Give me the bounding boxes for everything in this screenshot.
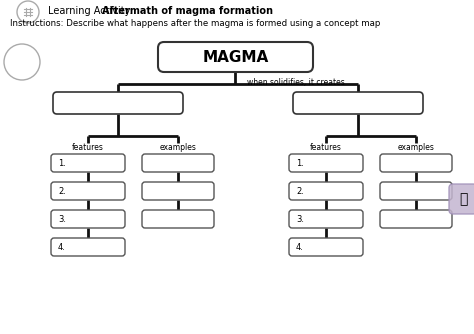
FancyBboxPatch shape: [289, 182, 363, 200]
FancyBboxPatch shape: [51, 182, 125, 200]
Text: 1.: 1.: [296, 159, 304, 167]
FancyBboxPatch shape: [289, 238, 363, 256]
FancyBboxPatch shape: [449, 184, 474, 214]
FancyBboxPatch shape: [142, 182, 214, 200]
Text: examples: examples: [398, 144, 435, 153]
Text: examples: examples: [160, 144, 196, 153]
Text: Instructions: Describe what happens after the magma is formed using a concept ma: Instructions: Describe what happens afte…: [10, 19, 380, 28]
Text: 3.: 3.: [58, 214, 66, 223]
FancyBboxPatch shape: [380, 154, 452, 172]
FancyBboxPatch shape: [51, 238, 125, 256]
Text: when solidifies, it creates: when solidifies, it creates: [246, 77, 345, 87]
Text: MAGMA: MAGMA: [202, 49, 269, 64]
Text: features: features: [310, 144, 342, 153]
FancyBboxPatch shape: [289, 210, 363, 228]
FancyBboxPatch shape: [158, 42, 313, 72]
FancyBboxPatch shape: [51, 210, 125, 228]
Text: 3.: 3.: [296, 214, 304, 223]
Text: 2.: 2.: [296, 186, 304, 195]
Text: Aftermath of magma formation: Aftermath of magma formation: [102, 6, 273, 16]
Text: 2.: 2.: [58, 186, 66, 195]
FancyBboxPatch shape: [53, 92, 183, 114]
Text: 4.: 4.: [58, 242, 66, 252]
FancyBboxPatch shape: [51, 154, 125, 172]
FancyBboxPatch shape: [142, 210, 214, 228]
FancyBboxPatch shape: [380, 182, 452, 200]
Text: Learning Activity:: Learning Activity:: [48, 6, 136, 16]
Text: features: features: [72, 144, 104, 153]
FancyBboxPatch shape: [142, 154, 214, 172]
Text: 📖: 📖: [459, 192, 467, 206]
FancyBboxPatch shape: [293, 92, 423, 114]
FancyBboxPatch shape: [380, 210, 452, 228]
FancyBboxPatch shape: [289, 154, 363, 172]
Text: 4.: 4.: [296, 242, 304, 252]
Text: 1.: 1.: [58, 159, 66, 167]
